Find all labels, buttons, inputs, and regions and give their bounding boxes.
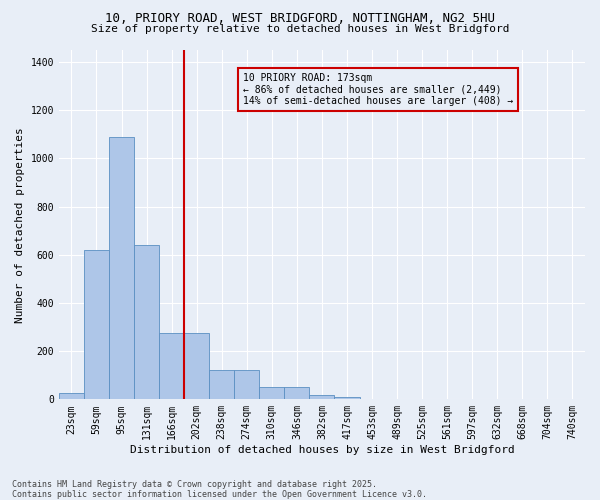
Bar — [310, 394, 334, 400]
Bar — [159, 333, 184, 400]
Bar — [134, 245, 159, 400]
Text: Size of property relative to detached houses in West Bridgford: Size of property relative to detached ho… — [91, 24, 509, 34]
Bar — [59, 394, 84, 400]
Y-axis label: Number of detached properties: Number of detached properties — [15, 127, 25, 322]
Bar — [84, 250, 109, 400]
Bar — [109, 136, 134, 400]
Bar — [259, 388, 284, 400]
Bar — [234, 370, 259, 400]
Text: 10 PRIORY ROAD: 173sqm
← 86% of detached houses are smaller (2,449)
14% of semi-: 10 PRIORY ROAD: 173sqm ← 86% of detached… — [243, 72, 513, 106]
Text: Contains HM Land Registry data © Crown copyright and database right 2025.
Contai: Contains HM Land Registry data © Crown c… — [12, 480, 427, 499]
Bar — [209, 370, 234, 400]
Title: 10, PRIORY ROAD, WEST BRIDGFORD, NOTTINGHAM, NG2 5HU
Size of property relative t: 10, PRIORY ROAD, WEST BRIDGFORD, NOTTING… — [0, 499, 1, 500]
Bar — [334, 397, 359, 400]
X-axis label: Distribution of detached houses by size in West Bridgford: Distribution of detached houses by size … — [130, 445, 514, 455]
Bar — [284, 388, 310, 400]
Text: 10, PRIORY ROAD, WEST BRIDGFORD, NOTTINGHAM, NG2 5HU: 10, PRIORY ROAD, WEST BRIDGFORD, NOTTING… — [105, 12, 495, 26]
Bar — [184, 333, 209, 400]
